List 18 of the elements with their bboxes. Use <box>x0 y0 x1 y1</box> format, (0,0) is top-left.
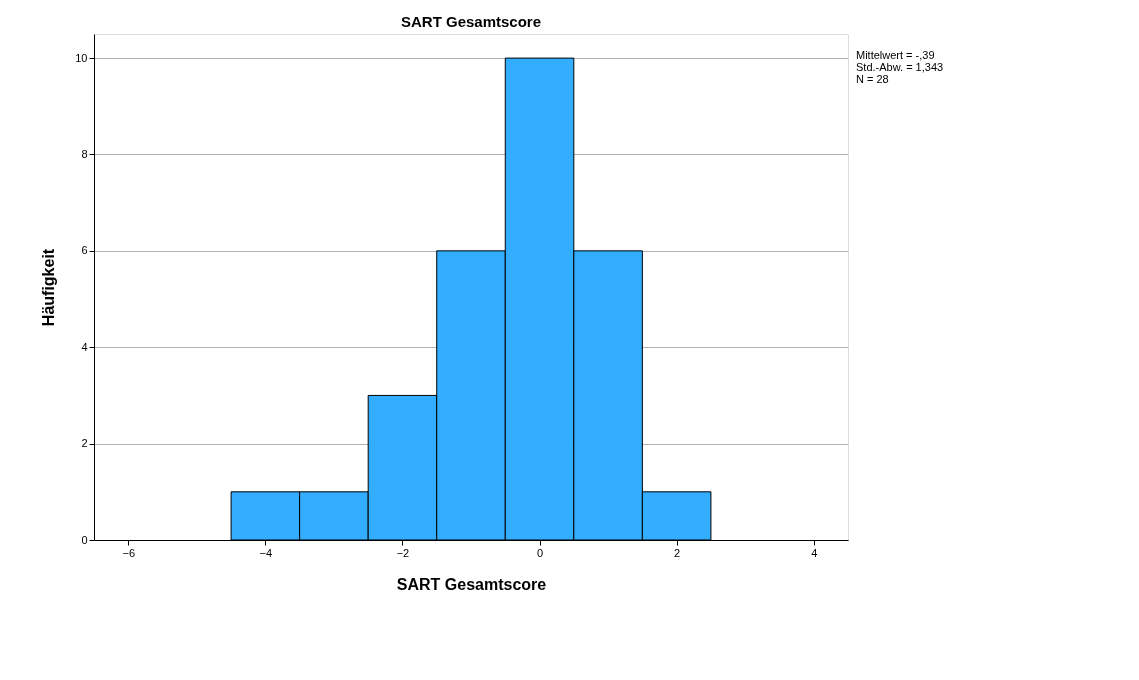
x-tick-label: 0 <box>536 546 544 559</box>
chart-title: SART Gesamtscore <box>400 13 542 30</box>
y-axis-title: Häufigkeit <box>40 248 58 327</box>
y-tick-label: 8 <box>81 147 88 160</box>
y-tick-label: 4 <box>81 340 88 353</box>
x-tick-label: 4 <box>811 546 818 559</box>
x-axis-title: SART Gesamtscore <box>396 575 547 593</box>
y-tick-label: 0 <box>81 533 88 546</box>
x-tick-label: −2 <box>396 546 410 559</box>
x-tick-label: −4 <box>259 546 273 559</box>
y-tick-label: 2 <box>81 437 88 450</box>
text: Mittelwert = -,39 <box>856 49 935 61</box>
y-tick-label: 10 <box>75 51 88 64</box>
x-tick-label: 2 <box>674 546 681 559</box>
text: N = 28 <box>856 73 889 85</box>
x-tick-label: −6 <box>122 546 136 559</box>
text: Std.-Abw. = 1,343 <box>856 61 944 73</box>
y-tick-label: 6 <box>81 244 88 257</box>
